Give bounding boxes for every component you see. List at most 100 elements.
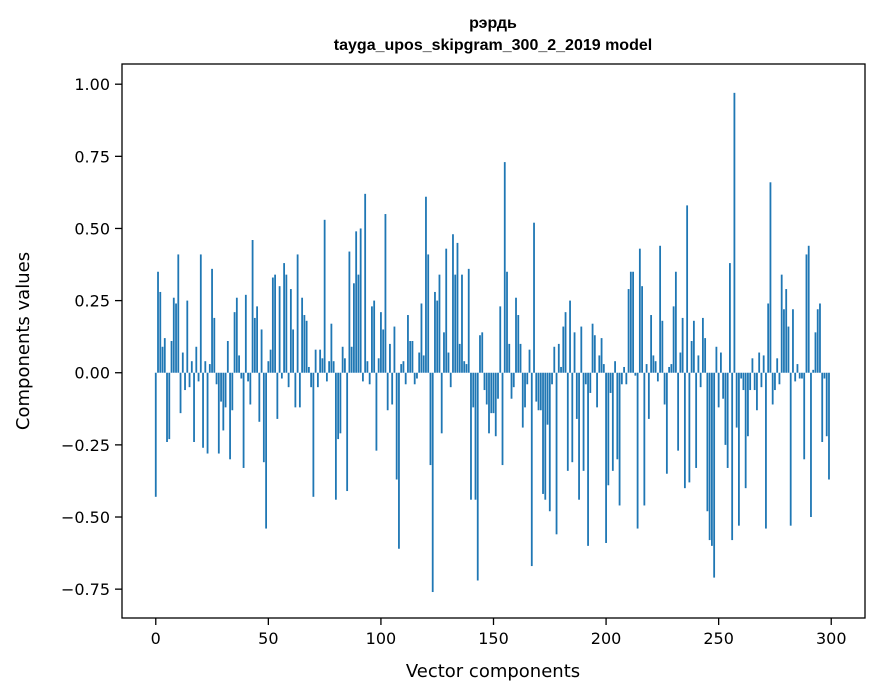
bar-237: [688, 372, 691, 483]
bar-100: [380, 312, 382, 373]
bar-105: [391, 372, 394, 405]
bar-185: [571, 372, 574, 463]
bar-286: [798, 372, 801, 379]
bar-283: [792, 309, 794, 373]
bar-118: [420, 303, 423, 373]
x-tick-label-50: 50: [258, 629, 278, 648]
bar-155: [503, 162, 506, 373]
bar-249: [715, 346, 718, 373]
bar-281: [787, 326, 790, 373]
bar-177: [553, 346, 556, 373]
bar-81: [337, 372, 340, 440]
bar-229: [670, 364, 673, 373]
bar-221: [652, 355, 655, 373]
bar-39: [242, 372, 245, 468]
bar-30: [222, 372, 225, 431]
bar-259: [738, 372, 740, 526]
bar-49: [265, 372, 267, 529]
bar-182: [564, 312, 567, 373]
bar-116: [416, 372, 418, 379]
bar-217: [643, 372, 646, 506]
bar-295: [819, 303, 821, 373]
bar-33: [229, 372, 231, 460]
bar-157: [508, 343, 511, 373]
y-axis-ticks: −0.75 −0.50 −0.25 0.00 0.25 0.50 0.75 1.00: [61, 75, 122, 599]
bar-268: [758, 352, 761, 373]
bar-146: [483, 372, 486, 391]
bar-138: [465, 364, 468, 373]
y-tick-label-1: −0.50: [61, 508, 110, 527]
bar-4: [163, 338, 166, 373]
bar-203: [611, 372, 614, 471]
bar-63: [296, 254, 299, 373]
bar-9: [175, 303, 177, 373]
y-tick-label-2: −0.25: [61, 436, 110, 455]
chart-title-line2: tayga_upos_skipgram_300_2_2019 model: [334, 37, 652, 54]
bar-156: [506, 271, 508, 373]
bar-16: [190, 361, 193, 373]
bar-205: [616, 372, 619, 460]
bar-208: [623, 366, 625, 373]
bar-255: [729, 263, 731, 373]
bar-87: [350, 346, 353, 373]
bar-211: [629, 271, 632, 373]
bar-126: [438, 274, 441, 373]
bar-179: [557, 343, 560, 373]
bar-70: [312, 372, 315, 497]
bar-50: [267, 361, 270, 373]
bar-103: [386, 372, 389, 411]
bar-218: [645, 364, 648, 373]
bar-27: [215, 372, 218, 385]
bar-22: [204, 361, 207, 373]
bar-236: [686, 205, 689, 373]
bar-37: [238, 355, 240, 373]
bar-285: [796, 364, 799, 373]
bar-0: [154, 372, 157, 497]
bar-174: [546, 372, 549, 425]
bar-137: [463, 361, 466, 373]
bar-92: [362, 372, 364, 382]
bar-91: [359, 228, 362, 373]
bar-207: [620, 372, 623, 385]
bar-181: [562, 326, 565, 373]
bar-260: [740, 372, 743, 379]
x-axis-label: Vector components: [406, 661, 580, 682]
bar-258: [735, 372, 738, 428]
bar-54: [276, 372, 279, 419]
bar-125: [436, 300, 439, 373]
bar-280: [785, 289, 788, 373]
bar-14: [186, 300, 189, 373]
bar-294: [816, 309, 819, 373]
bar-48: [262, 372, 265, 463]
bar-24: [208, 364, 211, 373]
bar-57: [283, 263, 286, 373]
bar-26: [213, 317, 216, 373]
bar-61: [292, 329, 295, 373]
bar-233: [679, 352, 682, 373]
bar-234: [681, 317, 684, 373]
bar-62: [294, 372, 297, 408]
bar-45: [256, 306, 258, 373]
bar-256: [731, 372, 734, 541]
bar-73: [319, 349, 322, 373]
bar-284: [794, 372, 797, 382]
y-tick-label-5: 0.50: [74, 219, 110, 238]
bar-275: [774, 372, 776, 391]
bar-240: [695, 372, 698, 468]
bar-222: [654, 361, 657, 373]
bar-31: [224, 372, 227, 408]
bar-178: [555, 372, 558, 535]
bar-68: [307, 366, 310, 373]
bar-34: [231, 372, 234, 411]
bar-197: [598, 355, 601, 373]
bar-121: [427, 254, 430, 373]
bar-53: [274, 274, 276, 373]
y-tick-label-7: 1.00: [74, 75, 110, 94]
bar-79: [332, 361, 335, 373]
bar-74: [321, 358, 324, 373]
bar-189: [580, 326, 583, 373]
bar-158: [510, 372, 513, 399]
bar-225: [661, 320, 664, 373]
bar-78: [330, 323, 333, 373]
bar-117: [418, 352, 421, 373]
